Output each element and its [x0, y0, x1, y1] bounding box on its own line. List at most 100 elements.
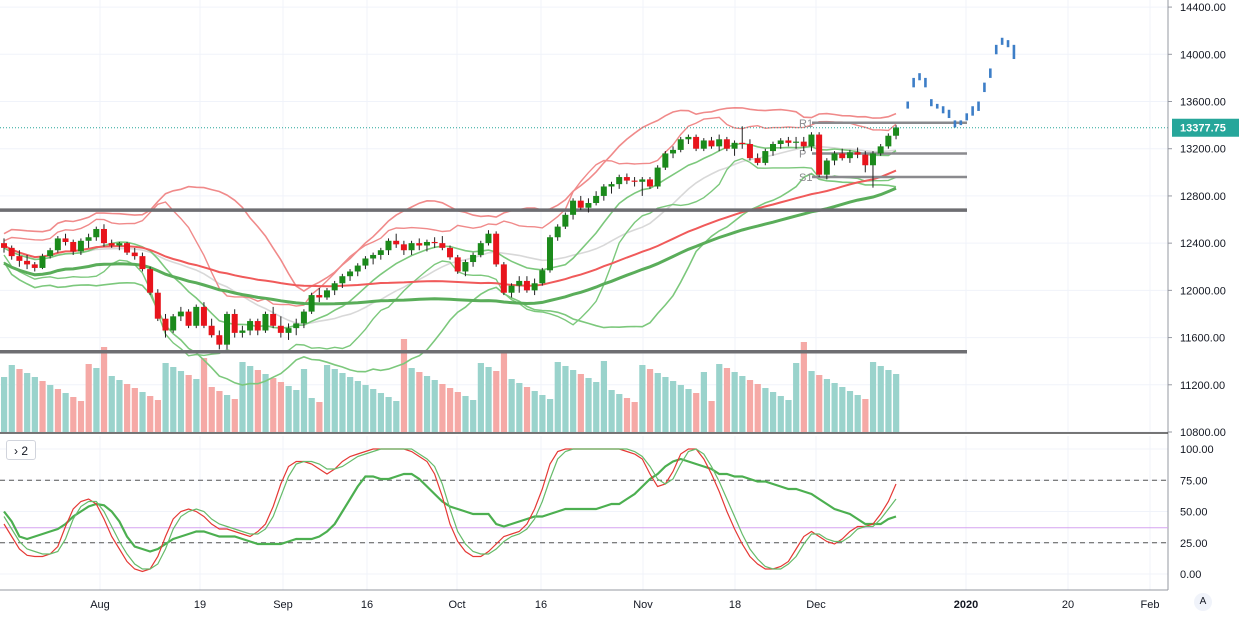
indicator-toggle-button[interactable]: › 2 — [6, 440, 36, 460]
volume-bar — [331, 369, 338, 432]
volume-bar — [362, 385, 369, 432]
volume-bar — [677, 385, 684, 432]
candle-up — [808, 134, 815, 147]
volume-bar — [746, 380, 754, 432]
chevron-right-icon: › — [13, 444, 18, 458]
candle-down — [147, 269, 154, 293]
time-axis-label: Feb — [1141, 599, 1160, 611]
candle-down — [854, 152, 861, 155]
candle-up — [116, 243, 123, 246]
candle-up — [762, 151, 769, 163]
price-axis-label: 11600.00 — [1180, 333, 1225, 345]
candle-up — [247, 321, 254, 331]
volume-bar — [24, 373, 31, 432]
volume-bar — [77, 401, 85, 432]
inner-lower-band-line — [3, 157, 897, 357]
candle-up — [608, 184, 615, 187]
candle-down — [16, 256, 23, 261]
candle-up — [239, 330, 246, 333]
candle-up — [408, 243, 415, 251]
volume-bar — [54, 389, 62, 432]
candle-up — [177, 311, 184, 317]
oscillator-axis-label: 25.00 — [1180, 538, 1208, 550]
candle-down — [739, 142, 746, 144]
price-axis-label: 11200.00 — [1180, 380, 1225, 392]
candle-down — [277, 325, 284, 333]
projection-bar — [930, 99, 933, 107]
time-axis-label: Sep — [273, 599, 293, 611]
candle-up — [885, 135, 892, 147]
volume-bar — [231, 399, 238, 432]
volume-bar — [254, 370, 261, 432]
volume-bar — [16, 369, 23, 432]
candle-down — [431, 241, 438, 244]
volume-bar — [39, 381, 46, 432]
volume-bar — [439, 384, 446, 432]
volume-bar — [516, 383, 523, 432]
volume-bar — [670, 381, 677, 432]
volume-bar — [539, 395, 546, 432]
candle-down — [447, 247, 454, 258]
candle-down — [416, 243, 423, 246]
candle-down — [316, 295, 323, 298]
volume-bar — [685, 389, 692, 432]
volume-bar — [239, 362, 246, 432]
volume-bar — [816, 375, 823, 432]
candle-up — [823, 160, 830, 175]
projection-bar — [989, 68, 992, 78]
volume-bar — [162, 363, 169, 432]
volume-bar — [639, 365, 646, 432]
candle-down — [131, 252, 138, 257]
candle-up — [54, 238, 61, 251]
candle-down — [124, 243, 131, 253]
time-axis-label: 20 — [1062, 599, 1074, 611]
auto-scale-button[interactable]: A — [1194, 593, 1212, 611]
candle-up — [616, 177, 623, 185]
volume-bar — [454, 392, 461, 432]
oscillator-axis-label: 75.00 — [1180, 475, 1208, 487]
volume-bar — [777, 396, 784, 432]
candle-up — [700, 140, 707, 149]
volume-bar — [631, 402, 638, 432]
candle-down — [393, 240, 400, 245]
candle-down — [839, 153, 846, 159]
volume-bar — [170, 367, 177, 432]
price-axis-label: 14000.00 — [1180, 49, 1226, 61]
volume-bar — [393, 401, 400, 432]
candle-up — [516, 280, 523, 286]
candle-down — [523, 280, 530, 291]
candle-down — [200, 306, 207, 326]
projection-bar — [947, 109, 951, 119]
candle-up — [331, 283, 338, 291]
volume-bar — [793, 363, 800, 432]
candle-down — [154, 292, 161, 319]
volume-bar — [593, 382, 600, 432]
indicator-count: 2 — [21, 444, 29, 458]
volume-bar — [646, 369, 654, 432]
candle-up — [308, 295, 315, 312]
oscillator-green-thick-line — [3, 457, 897, 553]
volume-bar — [124, 384, 131, 432]
candle-up — [670, 149, 677, 154]
volume-bar — [154, 400, 161, 432]
volume-bar — [408, 368, 415, 432]
oscillator-axis-label: 100.00 — [1180, 444, 1214, 456]
candle-up — [170, 316, 177, 331]
candle-up — [377, 250, 384, 255]
oscillator-axis-label: 50.00 — [1180, 507, 1208, 519]
volume-bar — [470, 400, 477, 432]
volume-bar — [869, 362, 877, 432]
time-axis-label: Aug — [90, 599, 110, 611]
volume-bar — [600, 361, 608, 432]
volume-bar — [400, 339, 408, 432]
volume-bar — [608, 390, 615, 432]
volume-bar — [139, 392, 146, 432]
candle-down — [216, 335, 223, 345]
candle-up — [362, 258, 369, 266]
volume-bar — [800, 342, 807, 432]
candle-down — [493, 233, 500, 265]
candle-up — [770, 144, 776, 152]
candle-down — [254, 321, 261, 331]
time-axis-label: Nov — [633, 599, 653, 611]
